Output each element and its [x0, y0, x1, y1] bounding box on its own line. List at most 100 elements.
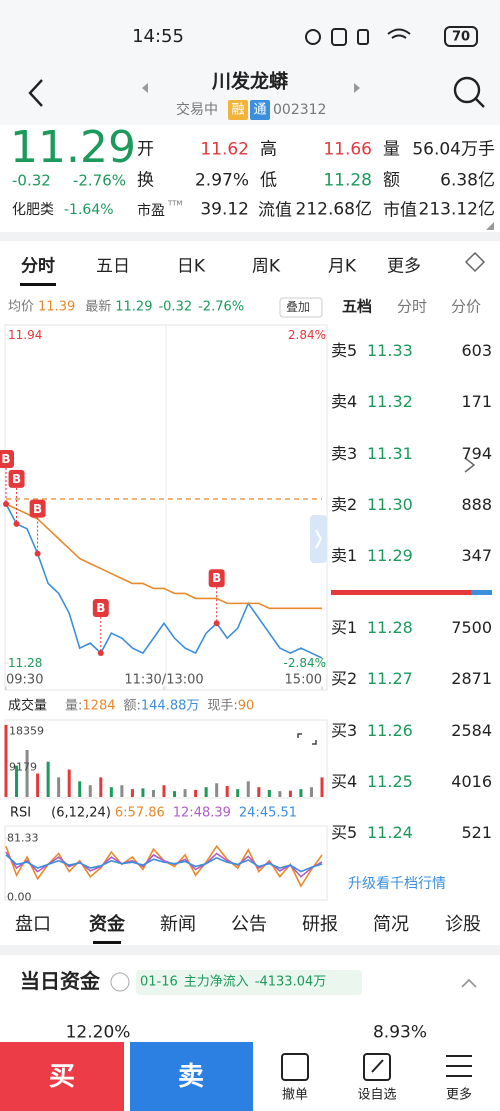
chart-tab[interactable]: 更多: [387, 256, 421, 277]
back-icon[interactable]: [28, 79, 43, 107]
quote-label: 市值: [383, 200, 417, 221]
flow-chip: [136, 970, 362, 995]
volume-bar: [36, 773, 40, 797]
book-label: 卖5: [331, 341, 358, 360]
row-text: 均价: [8, 299, 35, 315]
tag: 通: [253, 102, 267, 118]
row-text: 成交量: [8, 698, 48, 714]
book-volume: 7500: [451, 618, 492, 637]
quote-label: 额: [383, 170, 400, 191]
overlay-button[interactable]: 叠加: [285, 300, 311, 314]
detail-tab[interactable]: 新闻: [160, 914, 196, 935]
quote-value: 11.28: [323, 170, 372, 191]
book-volume: 171: [461, 392, 492, 412]
more-button[interactable]: 更多: [445, 1087, 473, 1103]
buy-button[interactable]: 买: [48, 1062, 76, 1092]
sell-button[interactable]: 卖: [177, 1062, 205, 1092]
book-volume: 2584: [451, 720, 492, 740]
collapse-arrow[interactable]: [315, 529, 323, 549]
series-line: [5, 854, 323, 873]
row-text: -4133.04万: [254, 974, 327, 990]
detail-tab[interactable]: 诊股: [445, 914, 481, 935]
detail-tab[interactable]: 盘口: [15, 914, 51, 935]
search-icon[interactable]: [453, 76, 485, 108]
quote-label: TTM: [168, 199, 183, 208]
row-text: 量:: [65, 698, 83, 714]
buy-button-bg[interactable]: [0, 1042, 124, 1111]
side-tab[interactable]: 五档: [341, 297, 373, 316]
volume-bar: [267, 789, 271, 797]
volume-bar: [46, 761, 50, 797]
book-label: 卖4: [331, 392, 358, 412]
volume-bar: [278, 791, 282, 797]
side-tab[interactable]: 分价: [450, 297, 482, 316]
book-label: 卖3: [331, 443, 358, 463]
y-tick-label: 18359: [9, 724, 44, 738]
row-text: 11.39: [38, 299, 76, 315]
sell-button-bg[interactable]: [130, 1042, 253, 1111]
signal-dot: [97, 650, 104, 657]
book-label: 买1: [331, 618, 358, 637]
book-price: 11.33: [367, 341, 413, 360]
chart-tab[interactable]: 周K: [251, 256, 281, 277]
collapse-handle[interactable]: [310, 515, 327, 563]
watchlist-button[interactable]: 设自选: [357, 1087, 397, 1103]
row-text: 额:: [123, 698, 141, 714]
volume-bar: [299, 789, 303, 797]
ask-bid-bar: [471, 590, 492, 595]
signal-badge: [0, 449, 14, 468]
flow-chip-text: 01-16 主力净流入 -4133.04万: [140, 976, 326, 989]
help-icon[interactable]: [110, 972, 130, 992]
x-tick-label: 09:30: [6, 672, 44, 688]
icons[interactable]: [464, 251, 486, 473]
y-tick-label: 0.00: [7, 890, 32, 904]
book-price: 11.31: [367, 443, 413, 463]
row-text: RSI: [10, 805, 32, 821]
volume-bar: [320, 777, 324, 797]
row-text: 48.39: [193, 805, 231, 821]
separator: [0, 232, 500, 241]
legend-row: 均价 11.39 最新 11.29 -0.32 -2.76%: [8, 301, 244, 314]
y2-tick-label: 2.84%: [287, 328, 326, 342]
action-icons[interactable]: [281, 1053, 472, 1081]
collapse-icon[interactable]: [461, 978, 477, 988]
detail-tab[interactable]: 资金: [89, 914, 125, 935]
side-tab[interactable]: 分时: [396, 297, 428, 316]
clock: 14:55: [132, 26, 184, 47]
fund-pct: 8.93%: [372, 1022, 428, 1043]
chart-tab[interactable]: 分时: [21, 256, 55, 277]
book-label: 买3: [331, 720, 358, 740]
x-tick-label: 15:00: [284, 672, 322, 688]
chart-tab[interactable]: 日K: [176, 256, 206, 277]
volume-bar: [288, 790, 292, 797]
book-volume: 4016: [451, 771, 492, 791]
cancel-button[interactable]: 撤单: [281, 1087, 309, 1103]
row-text: -0.32: [158, 299, 193, 315]
expand-corner[interactable]: [486, 222, 494, 230]
chart-tab[interactable]: 五日: [96, 256, 130, 277]
tag-bg: [228, 100, 248, 120]
volume-bar: [204, 787, 208, 797]
detail-tab[interactable]: 公告: [231, 914, 267, 935]
volume-bar: [151, 789, 155, 797]
detail-tab[interactable]: 简况: [373, 914, 409, 935]
signal-dot: [34, 550, 41, 557]
detail-tab[interactable]: 研报: [302, 914, 338, 935]
overlay-box[interactable]: [279, 297, 323, 318]
volume-bar: [183, 789, 187, 797]
chart-tab[interactable]: 月K: [327, 256, 357, 277]
quote-value: 56.04万手: [412, 139, 495, 160]
rsi-row: RSI (6,12,24) 6: 57.86 12: 48.39 24: 45.51: [10, 807, 297, 820]
change: -0.32: [12, 171, 51, 190]
volume-bar: [309, 787, 313, 797]
quote-label: 高: [260, 139, 277, 160]
volume-bar: [57, 777, 61, 797]
volume-bar: [257, 787, 261, 797]
signal-badge: [92, 599, 109, 618]
tab-underline: [20, 283, 56, 286]
x-tick-label: 11:30/13:00: [124, 672, 204, 688]
more-levels-link[interactable]: 升级看千档行情: [348, 876, 446, 892]
quote-label: 低: [260, 170, 277, 191]
fullscreen-icon[interactable]: [297, 733, 317, 745]
book-price: 11.30: [367, 494, 413, 514]
